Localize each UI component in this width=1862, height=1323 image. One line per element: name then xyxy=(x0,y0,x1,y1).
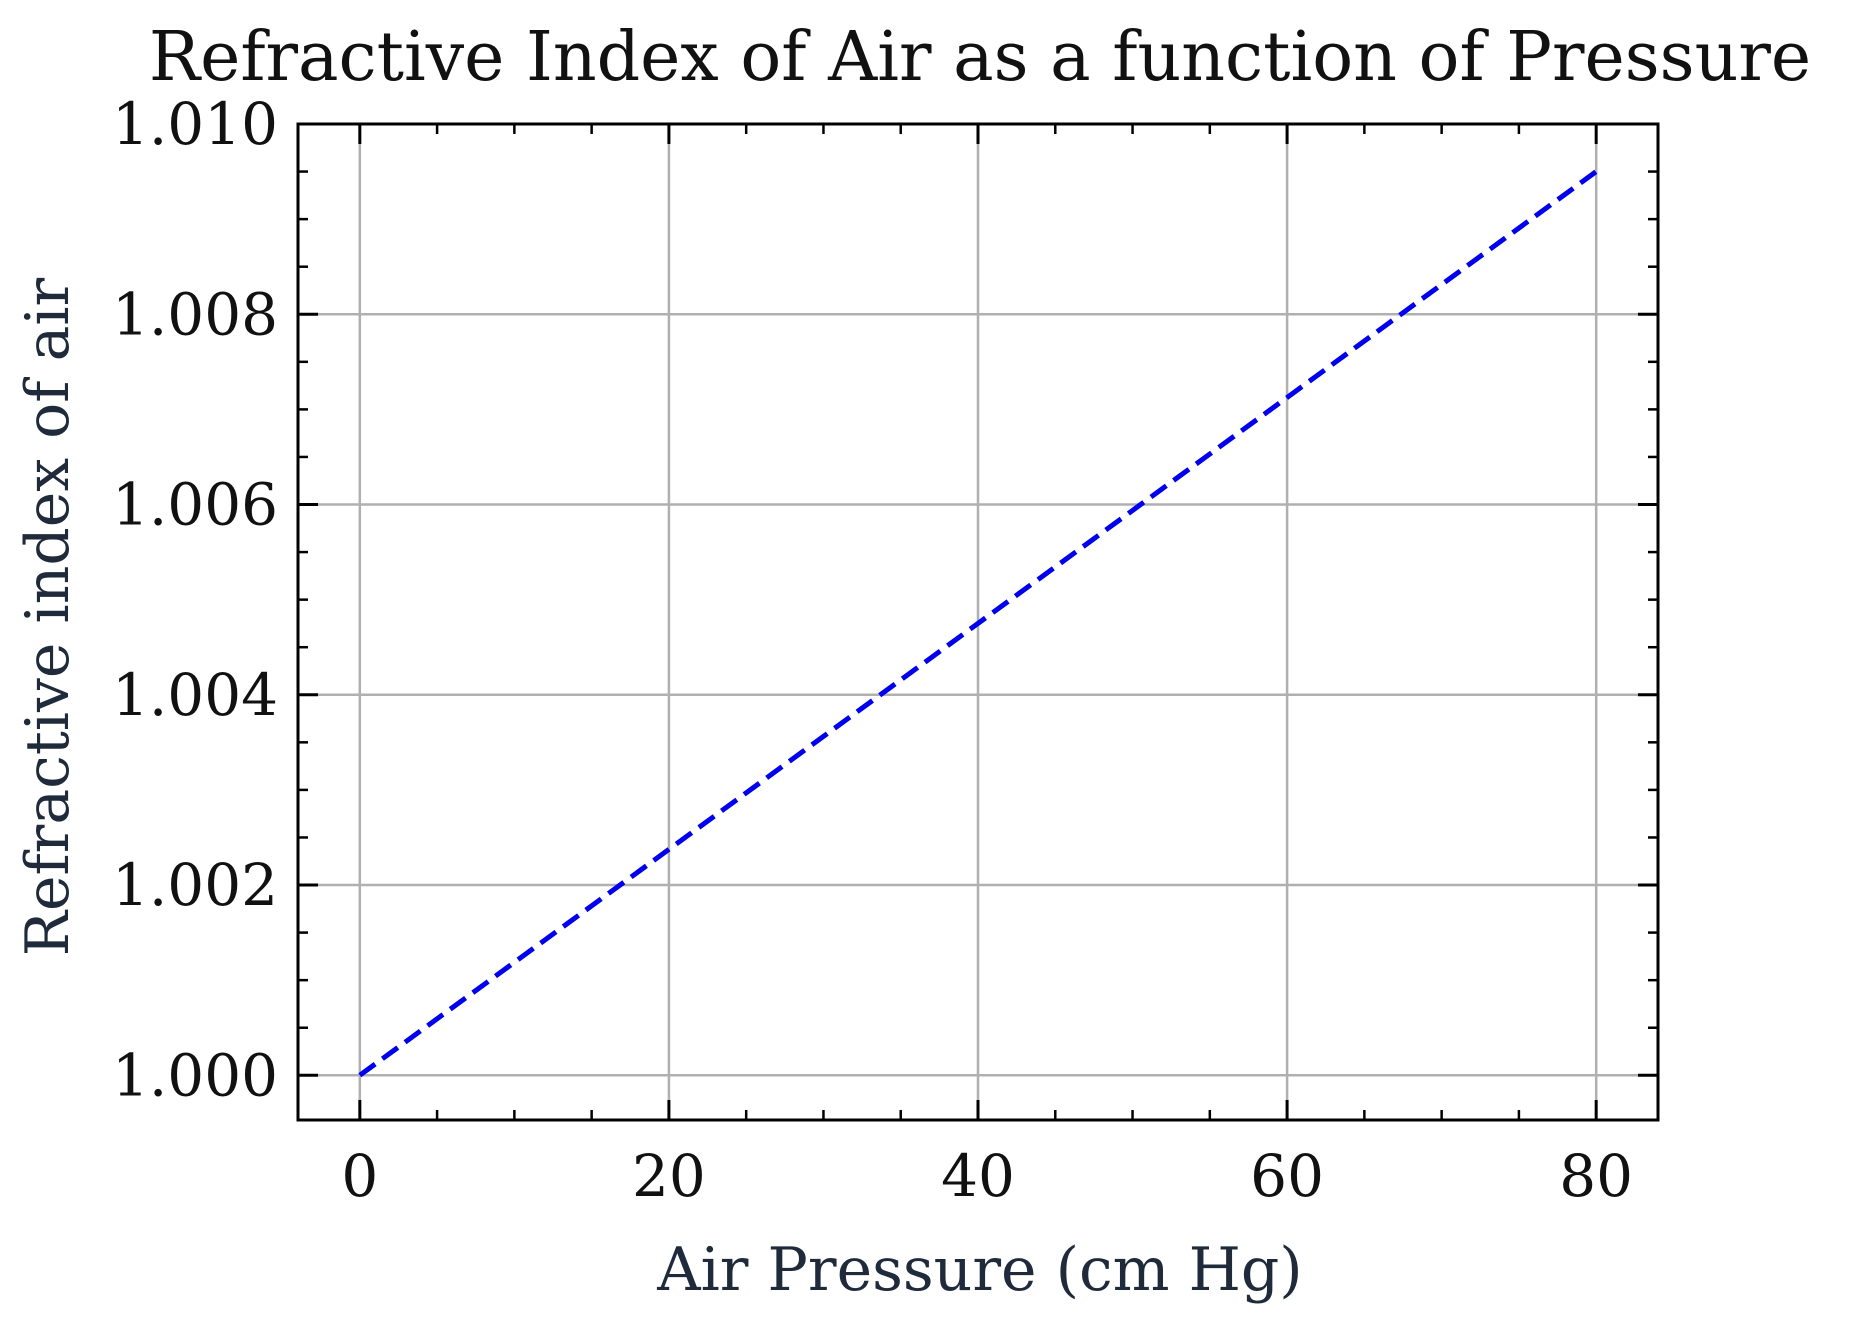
axes-layer xyxy=(296,122,1660,1122)
series-layer xyxy=(358,169,1598,1078)
y-tick-label: 1.010 xyxy=(112,90,278,158)
x-tick-label: 40 xyxy=(941,1142,1015,1210)
y-tick-label: 1.006 xyxy=(112,471,278,539)
y-tick-label: 1.000 xyxy=(112,1041,278,1109)
x-tick-label: 60 xyxy=(1250,1142,1324,1210)
tick-label-layer: 0 20 40 60 80 1.000 1.002 1.004 1.006 1.008 1.010 xyxy=(112,90,1633,1210)
x-tick-label: 0 xyxy=(341,1142,378,1210)
x-tick-label: 20 xyxy=(632,1142,706,1210)
x-axis-label: Air Pressure (cm Hg) xyxy=(656,1235,1302,1305)
series-line xyxy=(358,169,1598,1078)
chart-title: Refractive Index of Air as a function of… xyxy=(149,18,1811,97)
y-axis-label: Refractive index of air xyxy=(13,277,83,956)
x-tick-label: 80 xyxy=(1559,1142,1633,1210)
y-tick-label: 1.002 xyxy=(112,851,278,919)
y-tick-label: 1.008 xyxy=(112,280,278,348)
y-tick-label: 1.004 xyxy=(112,661,278,729)
